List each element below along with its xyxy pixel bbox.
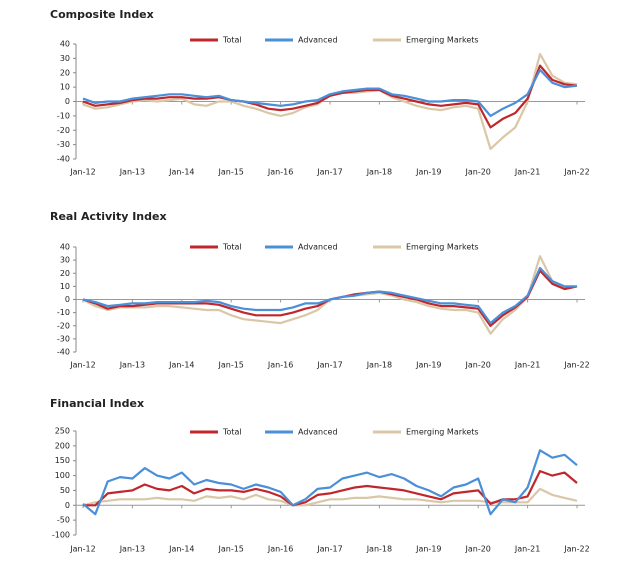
x-tick-label: Jan-15: [217, 168, 243, 177]
x-tick-label: Jan-13: [119, 168, 145, 177]
y-tick-label: 20: [60, 269, 70, 278]
chart-title: Composite Index: [50, 8, 154, 21]
legend-label: Emerging Markets: [406, 36, 479, 45]
x-tick-label: Jan-19: [415, 168, 441, 177]
legend-label: Advanced: [298, 243, 338, 252]
y-tick-label: 50: [60, 486, 70, 495]
x-tick-label: Jan-19: [415, 361, 441, 370]
x-tick-label: Jan-21: [514, 545, 540, 554]
y-tick-label: 250: [55, 427, 70, 436]
x-tick-label: Jan-17: [316, 361, 342, 370]
x-tick-label: Jan-20: [464, 168, 490, 177]
legend-label: Advanced: [298, 36, 338, 45]
x-tick-label: Jan-13: [119, 361, 145, 370]
y-tick-label: 0: [65, 501, 70, 510]
y-tick-label: -10: [57, 308, 70, 317]
series-line: [82, 487, 578, 507]
x-tick-label: Jan-17: [316, 168, 342, 177]
y-tick-label: 100: [55, 471, 70, 480]
x-tick-label: Jan-22: [563, 545, 589, 554]
y-tick-label: -20: [57, 126, 70, 135]
legend-label: Total: [222, 428, 242, 437]
x-tick-label: Jan-16: [267, 168, 293, 177]
y-tick-label: 10: [60, 282, 70, 291]
x-tick-label: Jan-18: [366, 545, 392, 554]
x-tick-label: Jan-14: [168, 168, 194, 177]
x-tick-label: Jan-18: [366, 168, 392, 177]
x-tick-label: Jan-15: [217, 361, 243, 370]
y-tick-label: -10: [57, 111, 70, 120]
chart-title: Financial Index: [50, 397, 144, 410]
x-tick-label: Jan-14: [168, 361, 194, 370]
x-tick-label: Jan-12: [69, 168, 95, 177]
x-tick-label: Jan-14: [168, 545, 194, 554]
series-line: [82, 269, 578, 327]
x-tick-label: Jan-20: [464, 545, 490, 554]
y-tick-label: 30: [60, 54, 70, 63]
x-tick-label: Jan-21: [514, 168, 540, 177]
x-tick-label: Jan-21: [514, 361, 540, 370]
x-tick-label: Jan-12: [69, 545, 95, 554]
series-line: [82, 266, 577, 325]
legend-label: Advanced: [298, 428, 338, 437]
series-line: [82, 68, 578, 117]
x-tick-label: Jan-16: [267, 361, 293, 370]
legend-label: Emerging Markets: [406, 428, 479, 437]
x-tick-label: Jan-18: [366, 361, 392, 370]
y-tick-label: -30: [57, 334, 70, 343]
y-tick-label: 20: [60, 68, 70, 77]
y-tick-label: 0: [65, 295, 70, 304]
chart-title: Real Activity Index: [50, 210, 167, 223]
x-tick-label: Jan-12: [69, 361, 95, 370]
series-line: [83, 470, 578, 507]
y-tick-label: -100: [52, 531, 70, 540]
y-tick-label: 10: [60, 83, 70, 92]
x-tick-label: Jan-20: [464, 361, 490, 370]
x-tick-label: Jan-15: [217, 545, 243, 554]
y-tick-label: -40: [57, 348, 70, 357]
y-tick-label: 40: [60, 243, 70, 252]
y-tick-label: -50: [57, 516, 70, 525]
y-tick-label: 0: [65, 97, 70, 106]
x-tick-label: Jan-22: [563, 361, 589, 370]
legend-label: Total: [222, 36, 242, 45]
y-tick-label: -40: [57, 155, 70, 164]
x-tick-label: Jan-19: [415, 545, 441, 554]
legend-label: Emerging Markets: [406, 243, 479, 252]
y-tick-label: 150: [55, 456, 70, 465]
series-line: [82, 255, 578, 335]
y-tick-label: 40: [60, 40, 70, 49]
x-tick-label: Jan-16: [267, 545, 293, 554]
y-tick-label: 30: [60, 256, 70, 265]
series-line: [82, 449, 578, 516]
y-tick-label: -30: [57, 140, 70, 149]
x-tick-label: Jan-22: [563, 168, 589, 177]
y-tick-label: -20: [57, 321, 70, 330]
series-line: [82, 64, 578, 129]
x-tick-label: Jan-13: [119, 545, 145, 554]
y-tick-label: 200: [55, 441, 70, 450]
x-tick-label: Jan-17: [316, 545, 342, 554]
legend-label: Total: [222, 243, 242, 252]
